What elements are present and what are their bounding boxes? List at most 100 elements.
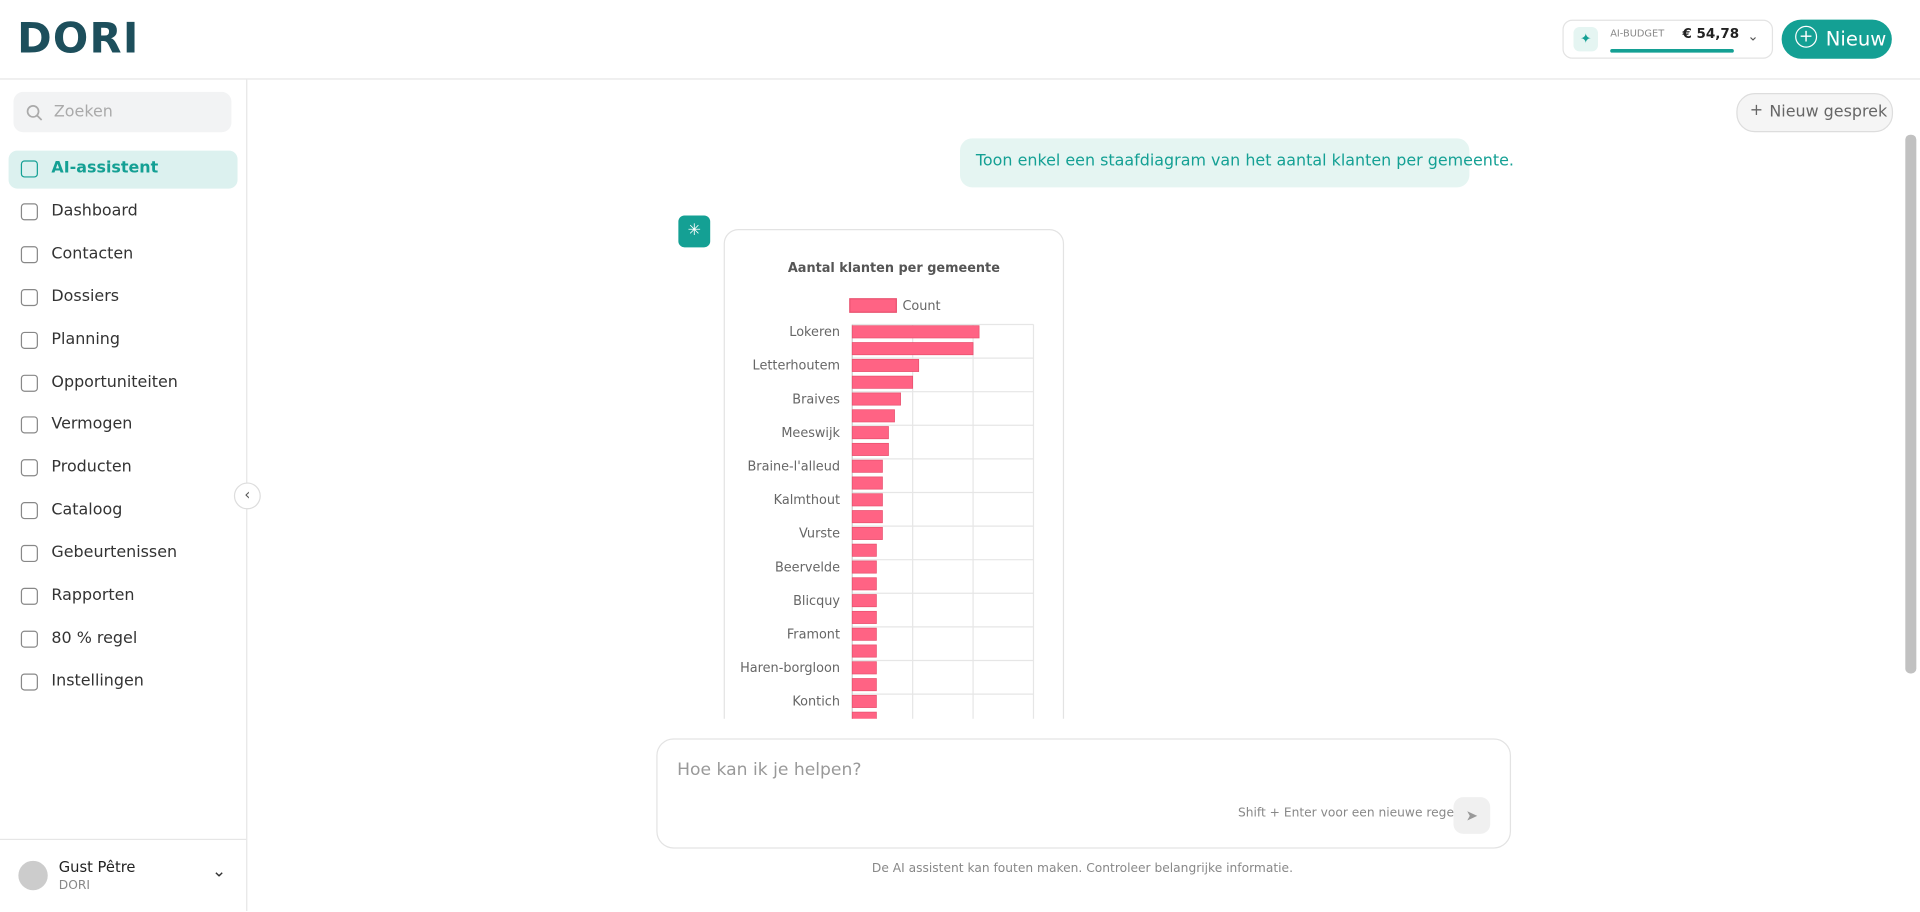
send-button[interactable]: ➤ — [1453, 797, 1491, 834]
disclaimer: De AI assistent kan fouten maken. Contro… — [871, 862, 1293, 876]
y-tick-label: Blicquy — [793, 594, 840, 609]
nav-label: Rapporten — [51, 586, 135, 605]
nav-icon — [20, 545, 38, 563]
nav-label: Cataloog — [51, 501, 123, 520]
legend-swatch — [849, 298, 897, 313]
bar — [851, 358, 920, 372]
bar — [851, 577, 877, 591]
bar — [851, 325, 980, 339]
y-tick-label: Kalmthout — [774, 493, 840, 508]
input-hint: Shift + Enter voor een nieuwe regel — [1237, 806, 1458, 821]
y-tick-label: Kontich — [792, 695, 840, 710]
logo[interactable]: DORI — [17, 14, 140, 64]
budget-value: € 54,78 — [1682, 25, 1740, 42]
search-placeholder: Zoeken — [53, 102, 113, 122]
plus-icon: + — [1749, 101, 1764, 121]
y-tick-label: Framont — [787, 628, 840, 643]
nav-icon — [20, 331, 38, 349]
nav-item[interactable]: Instellingen — [9, 663, 238, 701]
nav-item[interactable]: Planning — [9, 322, 238, 360]
chart-card: Aantal klanten per gemeente Count Lokeren L… — [723, 228, 1065, 719]
y-tick-label: Braives — [792, 392, 840, 407]
user-org: DORI — [58, 879, 90, 893]
nav-item[interactable]: Opportuniteiten — [9, 364, 238, 402]
nav-icon — [20, 459, 38, 477]
nav-item[interactable]: Rapporten — [9, 578, 238, 616]
search-icon — [26, 105, 43, 121]
new-conversation-label: Nieuw gesprek — [1769, 102, 1888, 122]
user-message-text: Toon enkel een staafdiagram van het aant… — [975, 151, 1514, 171]
nav-item[interactable]: Contacten — [9, 236, 238, 274]
nav-label: Planning — [51, 330, 121, 349]
chat-input[interactable]: Hoe kan ik je helpen? Shift + Enter voor… — [656, 738, 1512, 849]
scrollbar[interactable] — [1905, 134, 1917, 674]
nav-icon — [20, 245, 38, 264]
nav-item[interactable]: Vermogen — [9, 407, 238, 445]
bar — [851, 493, 883, 507]
new-button[interactable]: + Nieuw — [1781, 19, 1892, 59]
bar — [851, 644, 877, 658]
nav-label: AI-assistent — [51, 159, 159, 178]
bar — [851, 610, 877, 624]
bar — [851, 476, 883, 490]
y-tick-label: Letterhoutem — [753, 359, 840, 374]
chart: Aantal klanten per gemeente Count Lokeren L… — [740, 261, 1035, 719]
nav-icon — [20, 203, 38, 221]
nav-item[interactable]: Dashboard — [9, 193, 238, 231]
nav-label: Opportuniteiten — [51, 372, 178, 392]
nav-icon — [20, 288, 38, 306]
nav-label: Gebeurtenissen — [51, 543, 178, 563]
nav-icon — [20, 416, 38, 434]
y-tick-label: Meeswijk — [781, 426, 840, 441]
y-tick-label: Vurste — [799, 527, 840, 542]
nav-label: Instellingen — [51, 671, 144, 691]
nav-label: Dossiers — [51, 287, 120, 306]
bar — [851, 526, 883, 540]
bar — [851, 375, 914, 389]
bar — [851, 594, 877, 608]
bar — [851, 678, 877, 692]
y-tick-label: Beervelde — [775, 560, 840, 575]
y-tick-label: Lokeren — [789, 325, 840, 340]
budget-icon: ✦ — [1573, 26, 1598, 52]
chat: + Nieuw gesprek Toon enkel een staafdiag… — [247, 80, 1920, 719]
nav-label: Contacten — [51, 244, 134, 264]
bar — [851, 627, 877, 641]
collapse-button[interactable]: ‹ — [233, 482, 261, 510]
nav-item[interactable]: AI-assistent — [8, 150, 238, 189]
assistant-icon: ✳ — [678, 215, 711, 248]
nav-label: Vermogen — [51, 415, 133, 434]
budget-bar — [1610, 48, 1734, 53]
nav-label: Producten — [51, 458, 132, 477]
new-conversation[interactable]: + Nieuw gesprek — [1736, 93, 1894, 133]
chart-title: Aantal klanten per gemeente — [788, 261, 1000, 276]
budget-caret[interactable]: ⌄ — [1747, 28, 1759, 45]
budget[interactable]: ✦ AI-BUDGET € 54,78 ⌄ — [1562, 19, 1774, 59]
nav-item[interactable]: Dossiers — [9, 279, 238, 317]
nav-label: 80 % regel — [51, 629, 138, 648]
nav-item[interactable]: Gebeurtenissen — [9, 535, 238, 573]
nav-item[interactable]: Cataloog — [9, 492, 238, 530]
user[interactable]: Gust Pêtre DORI ⌄ — [0, 838, 247, 912]
y-tick-label: Braine-l'alleud — [747, 460, 840, 475]
search[interactable]: Zoeken — [13, 91, 232, 133]
bar — [851, 409, 895, 423]
bar — [851, 392, 901, 406]
nav-label: Dashboard — [51, 201, 138, 221]
nav-item[interactable]: Producten — [9, 450, 238, 488]
legend-label: Count — [902, 299, 940, 314]
y-tick-label: Haren-borgloon — [740, 661, 840, 676]
header: DORI ✦ AI-BUDGET € 54,78 ⌄ + Nieuw — [0, 0, 1920, 80]
avatar — [18, 860, 48, 891]
bar — [851, 459, 883, 473]
bar — [851, 426, 889, 440]
bar — [851, 711, 877, 719]
nav-icon — [20, 587, 38, 605]
bar — [851, 560, 877, 574]
user-name: Gust Pêtre — [58, 858, 136, 876]
bar — [851, 661, 877, 675]
nav-item[interactable]: 80 % regel — [9, 621, 238, 659]
nav-icon — [20, 374, 38, 392]
